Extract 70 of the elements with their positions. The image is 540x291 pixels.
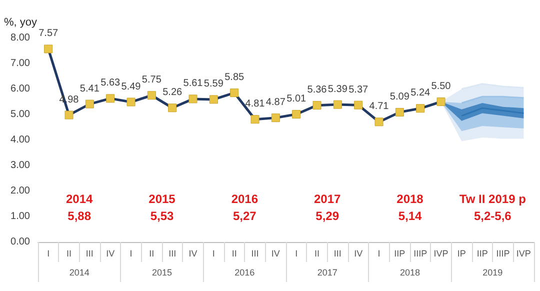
text: 5,88: [68, 208, 92, 223]
x-tick-label: II: [232, 248, 237, 258]
x-tick-label: I: [47, 248, 50, 258]
data-label: 5.39: [328, 84, 348, 95]
y-tick-label: 5.00: [10, 109, 30, 120]
data-label: 4.87: [266, 97, 286, 108]
y-tick-label: 4.00: [10, 134, 30, 146]
annotation: 2017: [314, 192, 342, 206]
data-label: 5.09: [390, 91, 410, 102]
x-tick-label: IV: [271, 248, 280, 258]
x-tick-label: III: [334, 248, 342, 258]
x-tick-label: III: [86, 248, 94, 258]
annotation: 2016: [231, 192, 258, 206]
x-tick-label: IV: [188, 248, 198, 258]
text: 5,53: [150, 208, 174, 223]
x-tick-label: IV: [354, 248, 363, 258]
x-tick-label: IVP: [516, 248, 531, 258]
y-tick-label: 6.00: [10, 84, 30, 94]
x-tick-label: I: [378, 248, 380, 258]
x-tick-label: IIP: [476, 248, 488, 258]
text: 2017: [317, 268, 338, 278]
x-tick-label: IIIP: [414, 248, 428, 258]
text: 5,29: [316, 208, 340, 223]
data-label: 4.71: [369, 101, 390, 112]
x-tick-label: IIP: [394, 248, 406, 258]
data-label: 7.57: [38, 28, 58, 40]
data-label: 5.85: [224, 72, 244, 84]
text: 2019: [482, 268, 503, 278]
text: 5,27: [232, 208, 256, 223]
data-label: 5.49: [121, 81, 142, 92]
x-tick-label: II: [314, 248, 320, 258]
x-tick-label: IVP: [434, 248, 448, 258]
y-tick-label: 0.00: [10, 236, 30, 248]
data-label: 5.41: [80, 83, 100, 94]
data-label: 5.50: [431, 81, 452, 92]
data-label: 5.37: [348, 84, 368, 96]
text: 5,14: [398, 208, 422, 223]
data-label: 5.75: [142, 74, 162, 86]
y-tick-label: 1.00: [10, 211, 30, 222]
x-tick-label: IV: [106, 248, 115, 258]
data-label: 5.59: [204, 78, 224, 90]
data-label: 5.36: [307, 84, 328, 96]
x-tick-label: II: [66, 248, 72, 258]
data-label: 4.81: [245, 98, 266, 110]
text: 2014: [69, 268, 90, 278]
data-label: 5.24: [410, 88, 430, 99]
y-tick-label: 8.00: [10, 32, 30, 44]
x-tick-label: IP: [457, 248, 466, 258]
x-tick-label: II: [149, 248, 154, 258]
y-tick-label: 3.00: [10, 160, 30, 171]
data-label: 5.26: [162, 87, 182, 98]
text: 2016: [234, 268, 255, 278]
data-label: 5.63: [100, 78, 120, 89]
x-tick-label: I: [130, 248, 132, 258]
x-tick-label: I: [295, 248, 298, 258]
y-tick-label: 7.00: [10, 58, 30, 69]
annotation: 2015: [148, 192, 176, 206]
x-tick-label: I: [212, 248, 215, 258]
y-axis-title: %, yoy: [4, 16, 38, 28]
text: 2018: [400, 268, 420, 278]
annotation: 2018: [396, 192, 424, 206]
x-tick-label: III: [168, 248, 176, 258]
data-label: 5.01: [286, 93, 306, 104]
y-tick-label: 2.00: [10, 186, 30, 196]
annotation: 2014: [66, 192, 94, 206]
x-tick-label: IIIP: [496, 248, 510, 258]
text: 2015: [152, 268, 172, 278]
annotation: Tw II 2019 p 5,2-5,6: [459, 192, 526, 223]
x-tick-label: III: [251, 248, 259, 258]
data-label: 5.61: [183, 78, 204, 90]
